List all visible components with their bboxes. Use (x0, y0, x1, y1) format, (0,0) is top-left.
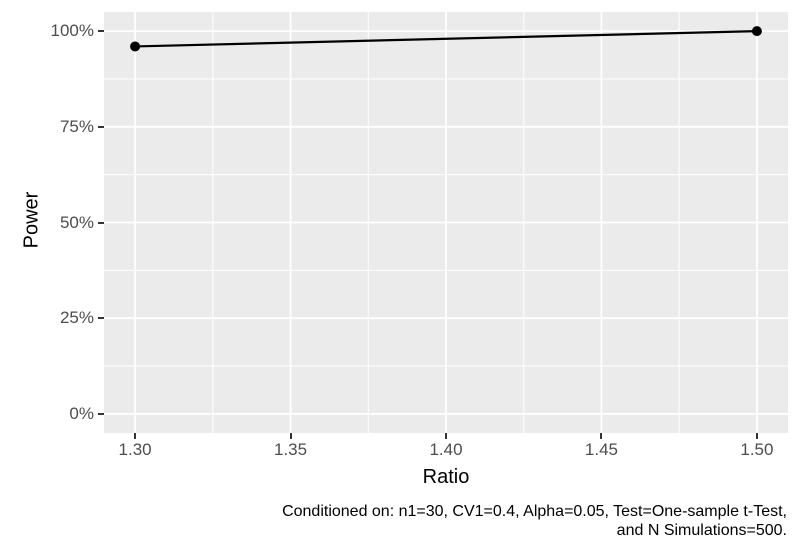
plot-canvas (104, 12, 788, 433)
y-axis-title: Power (20, 191, 43, 249)
y-tick-label: 75% (59, 116, 94, 136)
caption-line-2: and N Simulations=500. (616, 522, 787, 539)
y-tick-mark (98, 30, 104, 33)
y-tick-mark (98, 412, 104, 415)
x-tick-mark (134, 433, 137, 439)
y-tick-mark (98, 125, 104, 128)
x-tick-mark (600, 433, 603, 439)
data-line (135, 30, 757, 48)
y-tick-mark (98, 317, 104, 320)
x-tick-label: 1.30 (118, 440, 152, 459)
data-point (751, 26, 762, 37)
y-tick-label: 25% (59, 308, 94, 328)
y-tick-label: 0% (69, 403, 94, 423)
data-point (130, 41, 141, 52)
y-tick-mark (98, 221, 104, 224)
x-tick-label: 1.50 (740, 440, 774, 459)
x-tick-mark (445, 433, 447, 439)
x-tick-label: 1.45 (584, 440, 618, 459)
plot-panel (104, 12, 788, 433)
x-tick-label: 1.40 (429, 440, 463, 459)
x-tick-label: 1.35 (273, 440, 308, 459)
x-axis-title: Ratio (422, 466, 470, 488)
caption-line-1: Conditioned on: n1=30, CV1=0.4, Alpha=0.… (282, 503, 787, 520)
x-tick-mark (755, 433, 758, 439)
y-tick-label: 50% (59, 212, 94, 232)
x-tick-mark (289, 433, 292, 439)
caption: Conditioned on: n1=30, CV1=0.4, Alpha=0.… (27, 502, 787, 540)
y-tick-label: 100% (50, 21, 94, 41)
